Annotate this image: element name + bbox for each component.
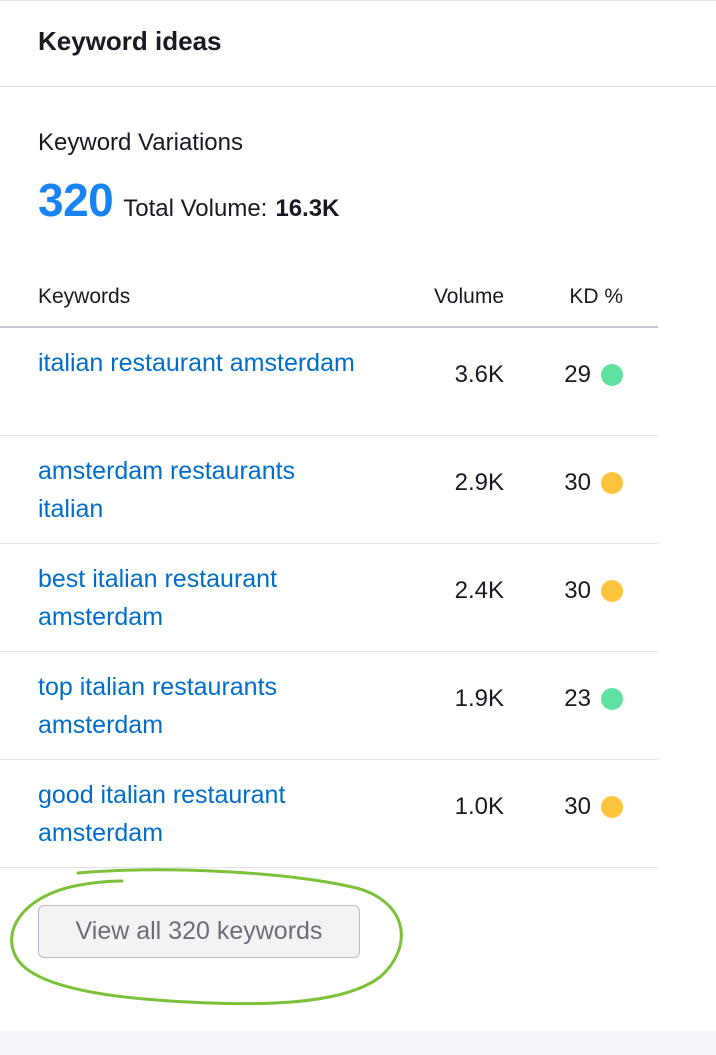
kd-difficulty-dot-icon bbox=[601, 472, 623, 494]
kd-cell: 23 bbox=[564, 685, 623, 713]
kd-value: 23 bbox=[564, 685, 591, 712]
card-title: Keyword ideas bbox=[38, 26, 222, 56]
card-header: Keyword ideas bbox=[0, 1, 716, 87]
keyword-link[interactable]: amsterdam restaurants italian bbox=[38, 457, 296, 523]
total-volume-value: 16.3K bbox=[275, 195, 340, 222]
kd-difficulty-dot-icon bbox=[601, 796, 623, 818]
kd-difficulty-dot-icon bbox=[601, 580, 623, 602]
total-volume-label: Total Volume: bbox=[123, 195, 268, 222]
table-row: amsterdam restaurants italian 2.9K 30 bbox=[0, 436, 658, 544]
kd-value: 30 bbox=[564, 469, 591, 496]
kd-cell: 29 bbox=[564, 361, 623, 389]
kd-value: 30 bbox=[564, 577, 591, 604]
kd-cell: 30 bbox=[564, 469, 623, 497]
view-all-keywords-button[interactable]: View all 320 keywords bbox=[38, 905, 360, 958]
keyword-link[interactable]: best italian restaurant amsterdam bbox=[38, 565, 278, 631]
keywords-table: Keywords Volume KD % italian restaurant … bbox=[0, 269, 658, 868]
table-row: italian restaurant amsterdam 3.6K 29 bbox=[0, 328, 658, 436]
kd-value: 30 bbox=[564, 793, 591, 820]
column-header-volume: Volume bbox=[433, 285, 504, 308]
kd-cell: 30 bbox=[564, 577, 623, 605]
table-header: Keywords Volume KD % bbox=[0, 269, 658, 328]
column-header-keywords: Keywords bbox=[38, 285, 131, 308]
volume-value: 3.6K bbox=[454, 361, 504, 388]
kd-value: 29 bbox=[564, 361, 591, 388]
table-row: good italian restaurant amsterdam 1.0K 3… bbox=[0, 760, 658, 868]
volume-value: 2.4K bbox=[454, 577, 504, 604]
table-row: top italian restaurants amsterdam 1.9K 2… bbox=[0, 652, 658, 760]
kd-difficulty-dot-icon bbox=[601, 688, 623, 710]
volume-value: 1.0K bbox=[454, 793, 504, 820]
kd-difficulty-dot-icon bbox=[601, 364, 623, 386]
volume-value: 1.9K bbox=[454, 685, 504, 712]
keyword-link[interactable]: top italian restaurants amsterdam bbox=[38, 673, 278, 739]
table-row: best italian restaurant amsterdam 2.4K 3… bbox=[0, 544, 658, 652]
column-header-kd: KD % bbox=[569, 285, 623, 308]
page-background-strip bbox=[0, 1031, 716, 1055]
section-label: Keyword Variations bbox=[38, 129, 243, 156]
variations-count: 320 bbox=[38, 174, 114, 226]
kd-cell: 30 bbox=[564, 793, 623, 821]
keyword-stats: 320 Total Volume: 16.3K bbox=[38, 173, 339, 227]
keyword-link[interactable]: italian restaurant amsterdam bbox=[38, 349, 355, 377]
volume-value: 2.9K bbox=[454, 469, 504, 496]
keyword-link[interactable]: good italian restaurant amsterdam bbox=[38, 781, 286, 847]
